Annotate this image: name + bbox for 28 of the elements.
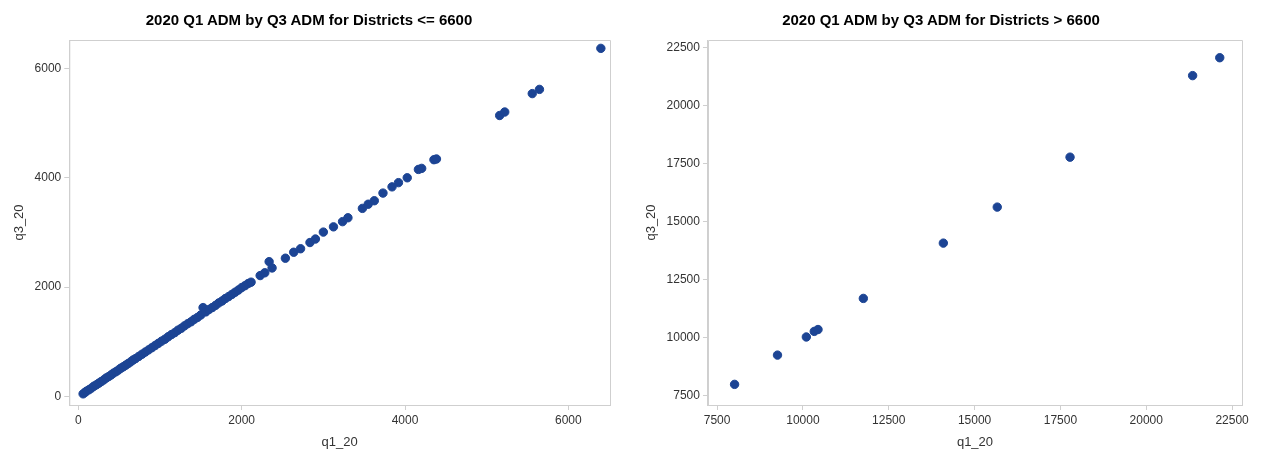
x-axis-title: q1_20 [321, 433, 358, 449]
y-tick-label: 4000 [34, 170, 62, 185]
y-tick-label: 6000 [34, 60, 62, 75]
x-tick-label: 7500 [703, 412, 731, 427]
y-tick-label: 20000 [666, 97, 701, 112]
x-tick-label: 22500 [1215, 412, 1250, 427]
y-tick-label: 15000 [666, 214, 701, 229]
x-tick-label: 2000 [228, 412, 256, 427]
y-axis-title: q3_20 [11, 204, 27, 241]
x-tick-label: 12500 [872, 412, 906, 427]
x-tick-label: 10000 [786, 412, 820, 427]
x-axis-title: q1_20 [956, 433, 994, 449]
y-axis-title: q3_20 [643, 204, 659, 241]
y-tick-label: 0 [54, 388, 62, 403]
x-tick-label: 6000 [555, 412, 583, 427]
chart-title: 2020 Q1 ADM by Q3 ADM for Districts <= 6600 [145, 11, 473, 29]
x-tick-label: 4000 [391, 412, 419, 427]
x-tick-label: 0 [75, 412, 83, 427]
x-tick-label: 17500 [1043, 412, 1078, 427]
y-tick-label: 12500 [666, 272, 701, 287]
x-tick-label: 20000 [1129, 412, 1164, 427]
chart-title: 2020 Q1 ADM by Q3 ADM for Districts > 6600 [782, 11, 1100, 29]
y-tick-label: 7500 [673, 388, 701, 403]
y-tick-label: 2000 [34, 279, 62, 294]
y-tick-label: 22500 [666, 39, 701, 54]
y-tick-label: 17500 [666, 155, 701, 170]
y-tick-label: 10000 [666, 330, 701, 345]
x-tick-label: 15000 [957, 412, 992, 427]
